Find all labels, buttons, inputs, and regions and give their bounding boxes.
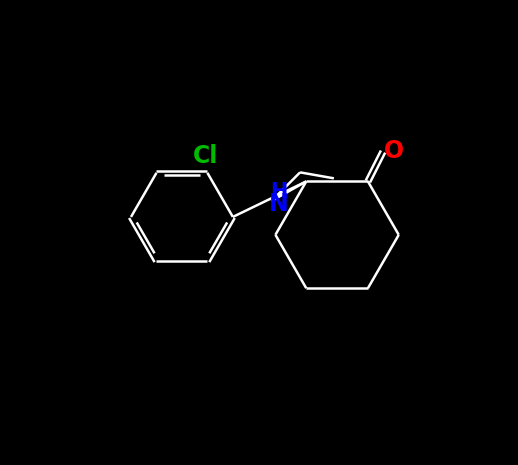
Text: O: O [384,139,404,163]
Text: H: H [270,182,287,202]
Text: N: N [269,192,289,216]
Text: Cl: Cl [193,144,218,168]
